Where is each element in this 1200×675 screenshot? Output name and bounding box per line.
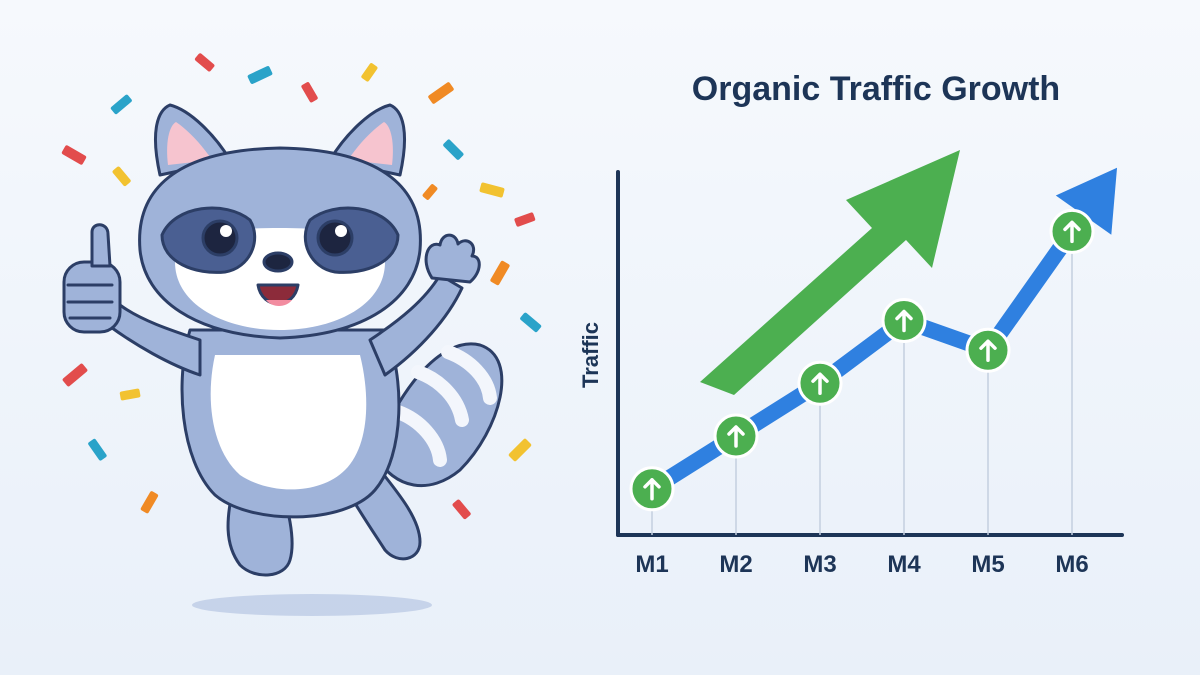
up-arrow-icon [1063,220,1081,244]
raccoon-illustration [61,53,542,616]
x-tick-label: M3 [803,551,836,578]
drop-lines [651,231,1073,535]
y-axis-title: Traffic [578,322,603,388]
raccoon-right-arm [368,273,464,377]
traffic-chart: Organic Traffic Growth Traffic M1 M2 M3 M4 M… [578,70,1124,578]
raccoon-tail [373,342,504,487]
marker-layer [629,208,1095,512]
data-point-m6 [1049,208,1095,254]
raccoon-eye-left [201,219,239,257]
x-tick-label: M6 [1055,551,1088,578]
chart-title: Organic Traffic Growth [692,70,1060,108]
raccoon-eye-right [316,219,354,257]
raccoon-belly [210,355,367,490]
x-tick-label: M2 [719,551,752,578]
data-point-m4 [881,298,927,343]
raccoon [62,103,504,577]
up-arrow-icon [979,339,997,362]
confetti [61,53,542,520]
data-point-m2 [713,413,759,459]
ground-shadow [192,594,432,616]
series-arrowhead [1055,167,1118,235]
up-arrow-icon [727,425,745,448]
up-arrow-icon [895,309,913,333]
x-tick-label: M1 [635,551,668,578]
data-point-m5 [965,327,1011,373]
raccoon-nose [262,251,294,273]
thumbs-up-hand [62,223,122,334]
trend-arrow [700,150,960,395]
x-tick-label: M4 [887,551,921,578]
data-point-m3 [797,360,843,406]
x-tick-labels: M1 M2 M3 M4 M5 M6 [635,551,1088,578]
data-point-m1 [629,466,675,512]
x-tick-label: M5 [971,551,1004,578]
up-arrow-icon [643,478,661,501]
up-arrow-icon [811,372,829,395]
raccoon-right-hand [424,233,481,284]
